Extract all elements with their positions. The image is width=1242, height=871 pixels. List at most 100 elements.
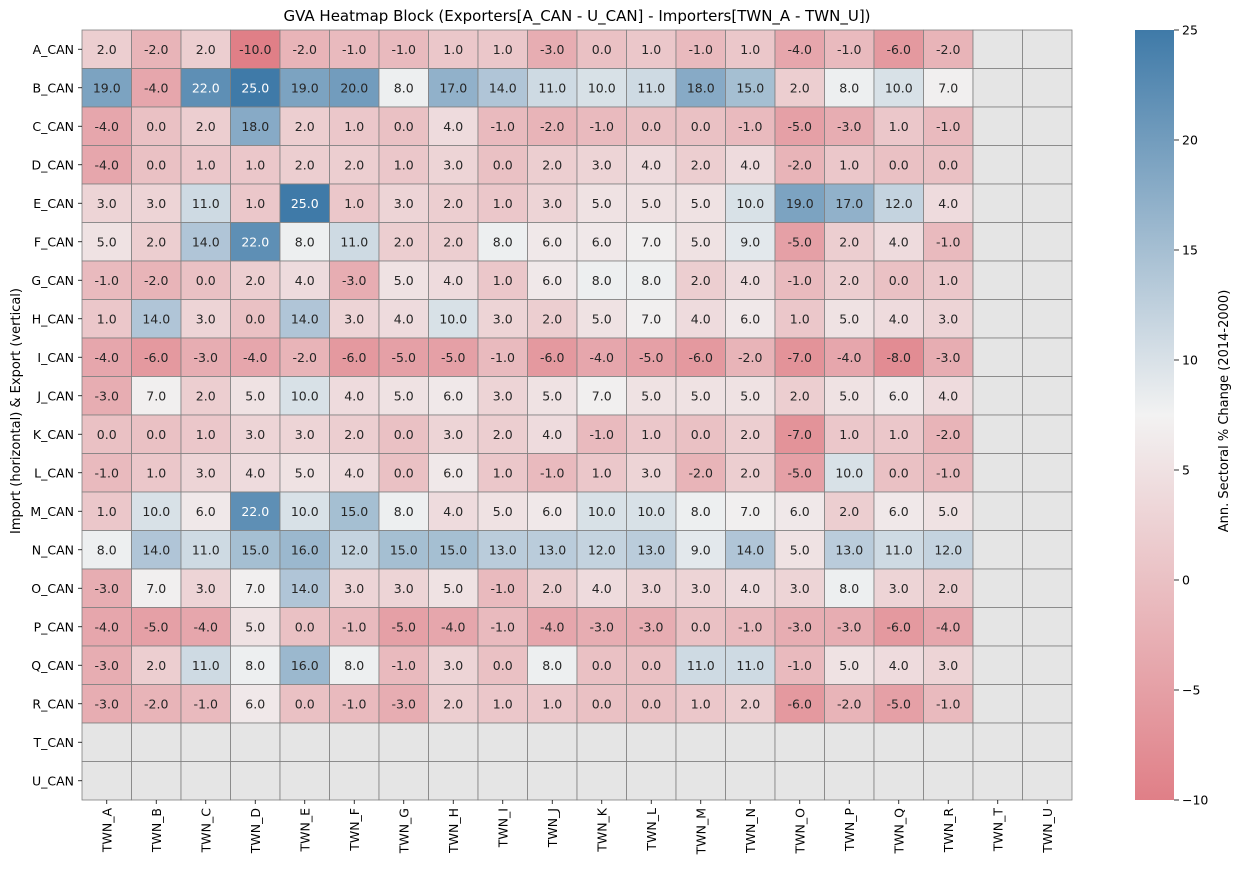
heatmap-cell: -5.0 [378,337,429,377]
heatmap-cell-rect [626,106,677,146]
heatmap-cell: 5.0 [378,260,429,300]
heatmap-cell-rect [378,568,429,608]
heatmap-cell: 0.0 [675,414,726,454]
heatmap-cell: 10.0 [824,453,875,493]
heatmap-cell: 4.0 [230,453,281,493]
heatmap-cell: 0.0 [675,106,726,146]
cell-value-label: -1.0 [837,42,861,57]
heatmap-cell [1022,722,1073,762]
cell-value-label: 4.0 [641,157,661,172]
cell-value-label: -7.0 [788,427,812,442]
cell-value-label: 0.0 [394,427,414,442]
x-tick-label: TWN_L [644,808,659,852]
heatmap-cell-rect [626,222,677,262]
cell-value-label: 2.0 [443,196,463,211]
heatmap-cell: 9.0 [725,222,776,262]
heatmap-cell: -3.0 [527,29,578,69]
heatmap-cell: -5.0 [428,337,479,377]
cell-value-label: 2.0 [97,42,117,57]
heatmap-cell: 10.0 [725,183,776,223]
heatmap-cell-rect [428,260,479,300]
cell-value-label: 2.0 [542,157,562,172]
heatmap-cell-rect [1022,183,1073,223]
cell-value-label: 5.0 [641,196,661,211]
heatmap-cell-rect [329,106,380,146]
heatmap-cell: 0.0 [378,453,429,493]
heatmap-cell: 8.0 [329,645,380,685]
heatmap-cell-rect [230,106,281,146]
heatmap-cell: 20.0 [329,68,380,108]
heatmap-cell: 11.0 [527,68,578,108]
cell-value-label: -5.0 [441,350,465,365]
heatmap-cell [81,761,132,801]
cell-value-label: 13.0 [538,542,566,557]
heatmap-cell-rect [81,145,132,185]
heatmap-cell: -6.0 [774,684,825,724]
heatmap-cell: 2.0 [329,145,380,185]
heatmap-cell-rect [477,568,528,608]
cell-value-label: 3.0 [443,658,463,673]
cell-value-label: 0.0 [196,273,216,288]
cell-value-label: -5.0 [788,119,812,134]
heatmap-cell-rect [477,684,528,724]
cell-value-label: -2.0 [837,696,861,711]
heatmap-cell-rect [81,29,132,69]
heatmap-cell-rect [675,414,726,454]
y-tick-label: D_CAN [31,157,74,172]
cell-value-label: -3.0 [95,581,119,596]
heatmap-cell: -4.0 [81,337,132,377]
heatmap-cell: -1.0 [675,29,726,69]
y-tick-label: G_CAN [31,273,74,288]
heatmap-cell: 3.0 [626,453,677,493]
heatmap-cell-rect [824,145,875,185]
cell-value-label: 1.0 [641,42,661,57]
cell-value-label: 10.0 [736,196,764,211]
heatmap-cell: 2.0 [230,260,281,300]
heatmap-cell-rect [972,183,1023,223]
heatmap-cell-rect [972,530,1023,570]
cell-value-label: 19.0 [291,80,319,95]
heatmap-cell-rect [329,222,380,262]
heatmap-cell: 2.0 [279,106,330,146]
cell-value-label: 3.0 [493,311,513,326]
y-tick-label: P_CAN [34,619,74,634]
heatmap-cell-rect [1022,68,1073,108]
heatmap-cell: 10.0 [626,491,677,531]
heatmap-cell: 8.0 [378,491,429,531]
heatmap-cell-rect [1022,491,1073,531]
heatmap-cell: 5.0 [230,376,281,416]
heatmap-cell [972,376,1023,416]
heatmap-cell-rect [131,491,182,531]
heatmap-cell-rect [774,183,825,223]
heatmap-cell: 10.0 [576,68,627,108]
heatmap-cell-rect [279,761,330,801]
heatmap-cell-rect [329,568,380,608]
heatmap-cell-rect [329,299,380,339]
heatmap-cell-rect [428,299,479,339]
heatmap-cell: -1.0 [477,106,528,146]
cell-value-label: -8.0 [887,350,911,365]
heatmap-cell: 11.0 [180,645,231,685]
heatmap-cell: -3.0 [81,684,132,724]
heatmap-cell: 3.0 [873,568,924,608]
cell-value-label: -4.0 [144,80,168,95]
cell-value-label: -1.0 [936,234,960,249]
heatmap-cell: -4.0 [81,607,132,647]
heatmap-cell [972,684,1023,724]
heatmap-cell: 5.0 [477,491,528,531]
cell-value-label: -3.0 [392,696,416,711]
heatmap-cell-rect [378,722,429,762]
heatmap-cell: -2.0 [774,145,825,185]
cell-value-label: 2.0 [740,696,760,711]
cell-value-label: 25.0 [291,196,319,211]
heatmap-cell: 2.0 [774,68,825,108]
heatmap-cell [279,722,330,762]
cell-value-label: 11.0 [538,80,566,95]
heatmap-cell [972,145,1023,185]
cell-value-label: 4.0 [344,465,364,480]
cell-value-label: 14.0 [142,542,170,557]
y-tick-label: U_CAN [32,773,74,788]
heatmap-cell-rect [428,29,479,69]
heatmap-cell: 5.0 [576,183,627,223]
heatmap-cell: 7.0 [626,222,677,262]
